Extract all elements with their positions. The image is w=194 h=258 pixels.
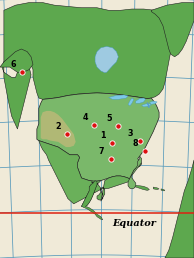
Text: 7: 7 bbox=[99, 147, 104, 156]
Text: 2: 2 bbox=[55, 122, 61, 131]
Polygon shape bbox=[109, 95, 128, 99]
Polygon shape bbox=[151, 3, 194, 57]
Text: Equator: Equator bbox=[113, 219, 156, 228]
Polygon shape bbox=[39, 141, 132, 207]
Polygon shape bbox=[128, 156, 142, 189]
Text: 8: 8 bbox=[133, 139, 138, 148]
Text: 5: 5 bbox=[107, 114, 112, 123]
Text: 4: 4 bbox=[82, 113, 88, 122]
Polygon shape bbox=[41, 111, 76, 147]
Polygon shape bbox=[37, 93, 159, 186]
Polygon shape bbox=[136, 98, 146, 103]
Polygon shape bbox=[128, 98, 134, 106]
Text: 1: 1 bbox=[100, 131, 105, 140]
Polygon shape bbox=[149, 101, 157, 104]
Polygon shape bbox=[2, 3, 175, 129]
Polygon shape bbox=[142, 104, 151, 107]
Polygon shape bbox=[161, 189, 165, 191]
Polygon shape bbox=[0, 49, 33, 72]
Polygon shape bbox=[132, 185, 149, 190]
Polygon shape bbox=[95, 46, 118, 73]
Polygon shape bbox=[165, 160, 194, 258]
Polygon shape bbox=[81, 181, 103, 220]
Polygon shape bbox=[153, 187, 159, 190]
Text: 6: 6 bbox=[11, 60, 16, 69]
Text: 3: 3 bbox=[128, 128, 133, 138]
